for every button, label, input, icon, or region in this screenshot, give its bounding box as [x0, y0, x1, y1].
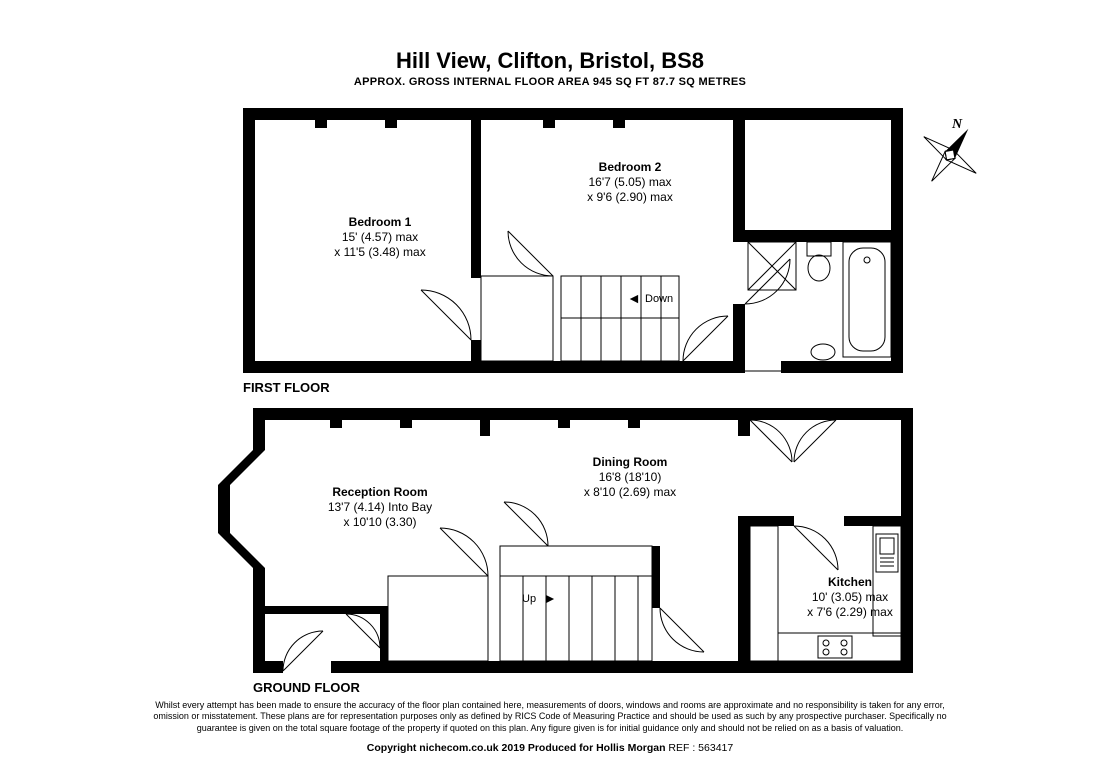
- room-bedroom2: Bedroom 2 16'7 (5.05) max x 9'6 (2.90) m…: [560, 160, 700, 205]
- room-dining: Dining Room 16'8 (18'10) x 8'10 (2.69) m…: [555, 455, 705, 500]
- room-bedroom1: Bedroom 1 15' (4.57) max x 11'5 (3.48) m…: [315, 215, 445, 260]
- page-title: Hill View, Clifton, Bristol, BS8: [0, 48, 1100, 74]
- stair-label-down: Down: [645, 293, 673, 305]
- room-name: Reception Room: [300, 485, 460, 500]
- stair-label-up: Up: [522, 593, 536, 605]
- room-dim1: 16'7 (5.05) max: [560, 175, 700, 190]
- room-dim1: 13'7 (4.14) Into Bay: [300, 500, 460, 515]
- first-floor-label: FIRST FLOOR: [243, 380, 330, 395]
- room-dim2: x 11'5 (3.48) max: [315, 245, 445, 260]
- floorplan-page: Hill View, Clifton, Bristol, BS8 APPROX.…: [0, 0, 1100, 777]
- compass-n: N: [951, 117, 963, 132]
- page-subtitle: APPROX. GROSS INTERNAL FLOOR AREA 945 SQ…: [0, 76, 1100, 88]
- copyright-ref: REF : 563417: [666, 742, 734, 754]
- room-kitchen: Kitchen 10' (3.05) max x 7'6 (2.29) max: [785, 575, 915, 620]
- copyright-bold: Copyright nichecom.co.uk 2019 Produced f…: [367, 742, 666, 754]
- room-reception: Reception Room 13'7 (4.14) Into Bay x 10…: [300, 485, 460, 530]
- disclaimer-text: Whilst every attempt has been made to en…: [150, 700, 950, 734]
- room-dim2: x 7'6 (2.29) max: [785, 605, 915, 620]
- room-dim1: 16'8 (18'10): [555, 470, 705, 485]
- room-dim2: x 8'10 (2.69) max: [555, 485, 705, 500]
- room-dim2: x 10'10 (3.30): [300, 515, 460, 530]
- stair-arrow-down: ◄: [627, 290, 641, 306]
- room-name: Dining Room: [555, 455, 705, 470]
- ground-floor-label: GROUND FLOOR: [253, 680, 360, 695]
- room-dim2: x 9'6 (2.90) max: [560, 190, 700, 205]
- compass-icon: N: [910, 110, 990, 200]
- room-name: Kitchen: [785, 575, 915, 590]
- stair-arrow-up: ►: [543, 590, 557, 606]
- room-dim1: 15' (4.57) max: [315, 230, 445, 245]
- room-name: Bedroom 2: [560, 160, 700, 175]
- room-dim1: 10' (3.05) max: [785, 590, 915, 605]
- copyright-line: Copyright nichecom.co.uk 2019 Produced f…: [0, 742, 1100, 754]
- room-name: Bedroom 1: [315, 215, 445, 230]
- ground-floor-plan: [218, 408, 913, 673]
